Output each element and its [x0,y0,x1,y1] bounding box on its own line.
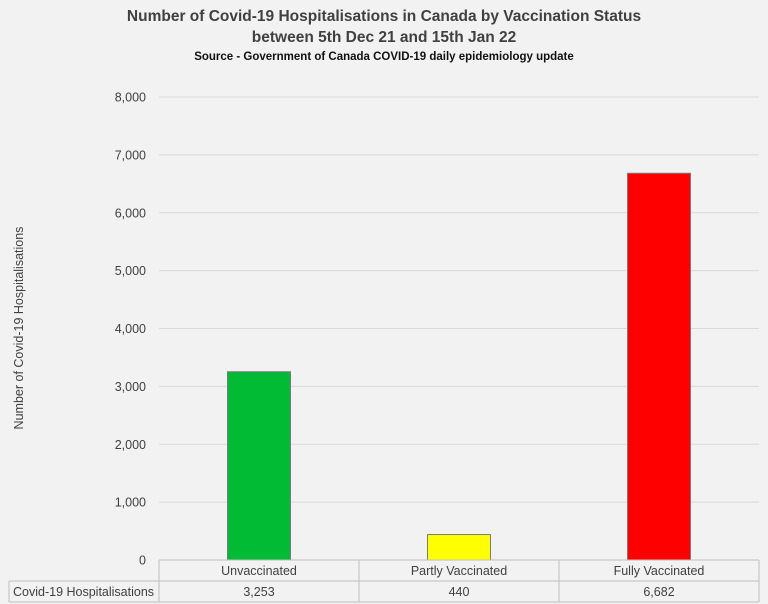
y-tick-label: 1,000 [115,496,146,510]
y-axis-label: Number of Covid-19 Hospitalisations [12,227,26,430]
y-tick-label: 7,000 [115,148,146,162]
y-tick-label: 5,000 [115,264,146,278]
y-tick-label: 4,000 [115,322,146,336]
y-tick-label: 8,000 [115,91,146,105]
chart-subtitle: Source - Government of Canada COVID-19 d… [194,51,574,63]
data-table-series-name: Covid-19 Hospitalisations [13,585,154,599]
bar-fully-vaccinated [627,172,691,561]
category-label: Fully Vaccinated [614,564,705,578]
bar-unvaccinated [227,371,291,561]
chart-title-block: Number of Covid-19 Hospitalisations in C… [0,6,768,66]
y-tick-label: 3,000 [115,380,146,394]
y-tick-label: 0 [139,554,146,568]
chart-title-line-1: Number of Covid-19 Hospitalisations in C… [126,8,642,25]
data-table-value: 440 [449,585,470,599]
bar-partly-vaccinated [427,534,491,561]
y-tick-label: 2,000 [115,438,146,452]
data-table-value: 3,253 [243,585,274,599]
y-tick-label: 6,000 [115,206,146,220]
chart-title-line-2: between 5th Dec 21 and 15th Jan 22 [251,29,517,46]
category-label: Unvaccinated [221,564,297,578]
category-label: Partly Vaccinated [411,564,507,578]
data-table-value: 6,682 [643,585,674,599]
